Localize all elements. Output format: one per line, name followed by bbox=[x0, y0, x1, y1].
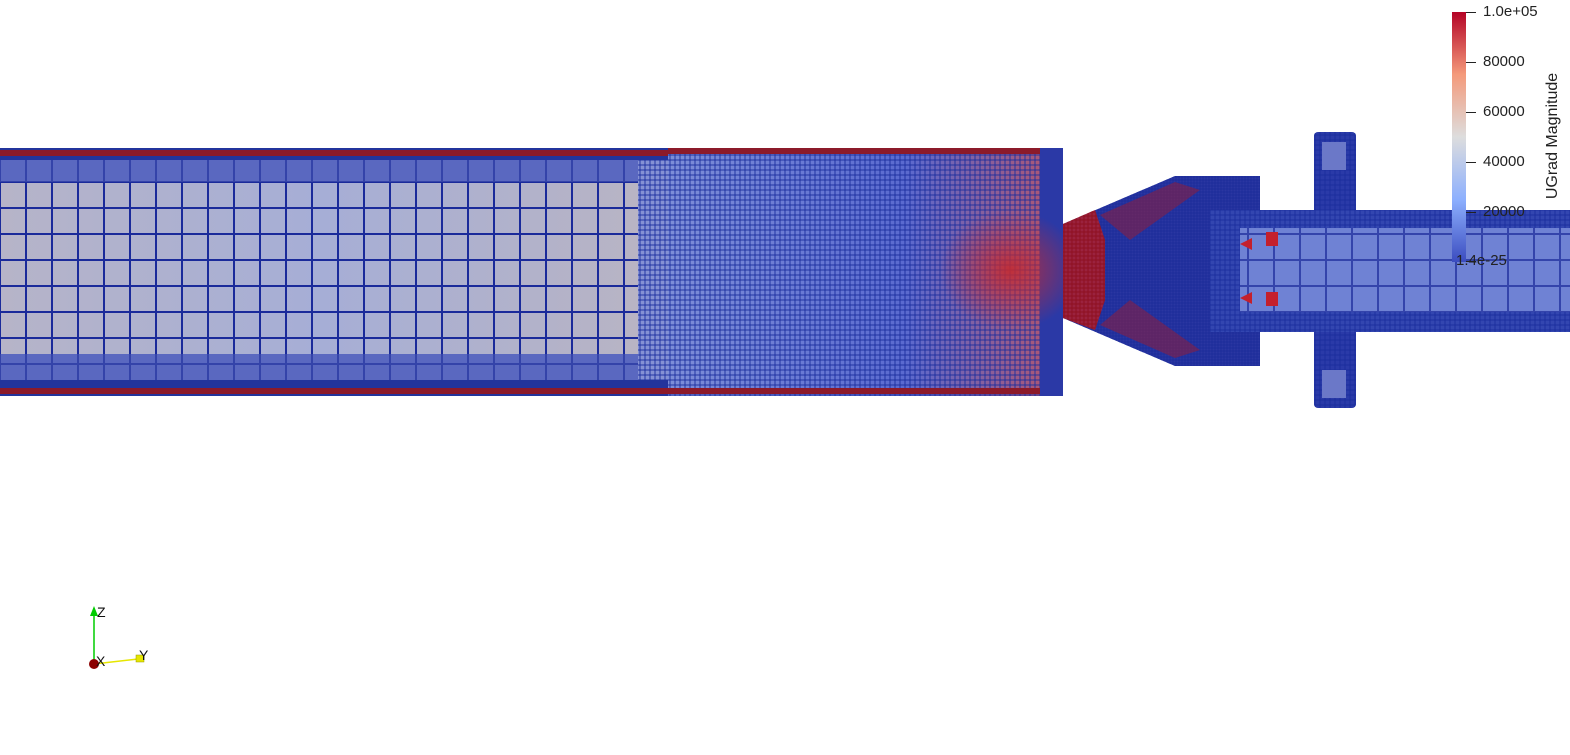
colorbar-tick bbox=[1466, 12, 1476, 13]
colorbar-tick bbox=[1466, 162, 1476, 163]
colorbar-tick bbox=[1466, 212, 1476, 213]
colorbar-label: 60000 bbox=[1483, 103, 1525, 120]
x-axis-dot bbox=[89, 659, 99, 669]
colorbar-tick bbox=[1466, 62, 1476, 63]
mesh-chamber-middle bbox=[668, 148, 1080, 396]
colorbar-label-max: 1.0e+05 bbox=[1483, 3, 1538, 20]
z-axis-arrow bbox=[90, 606, 98, 616]
mesh-chamber-left bbox=[0, 148, 672, 396]
colorbar-label: 20000 bbox=[1483, 203, 1525, 220]
z-axis-label: Z bbox=[97, 604, 106, 620]
colorbar-tick bbox=[1466, 112, 1476, 113]
colorbar-label-min: 1.4e-25 bbox=[1456, 252, 1507, 269]
colorbar-label: 80000 bbox=[1483, 53, 1525, 70]
orientation-axes bbox=[89, 606, 145, 669]
colorbar-label: 40000 bbox=[1483, 153, 1525, 170]
mesh-outlet-pipe bbox=[1210, 210, 1570, 332]
y-axis-label: Y bbox=[139, 647, 149, 663]
colorbar-title: UGrad Magnitude bbox=[1544, 72, 1561, 200]
y-axis-line bbox=[93, 658, 139, 665]
colorbar-tick bbox=[1466, 261, 1476, 262]
colorbar bbox=[1452, 12, 1466, 262]
y-axis-arrow bbox=[135, 654, 145, 663]
x-axis-label: X bbox=[96, 653, 106, 669]
colorbar-gradient bbox=[1452, 12, 1466, 262]
